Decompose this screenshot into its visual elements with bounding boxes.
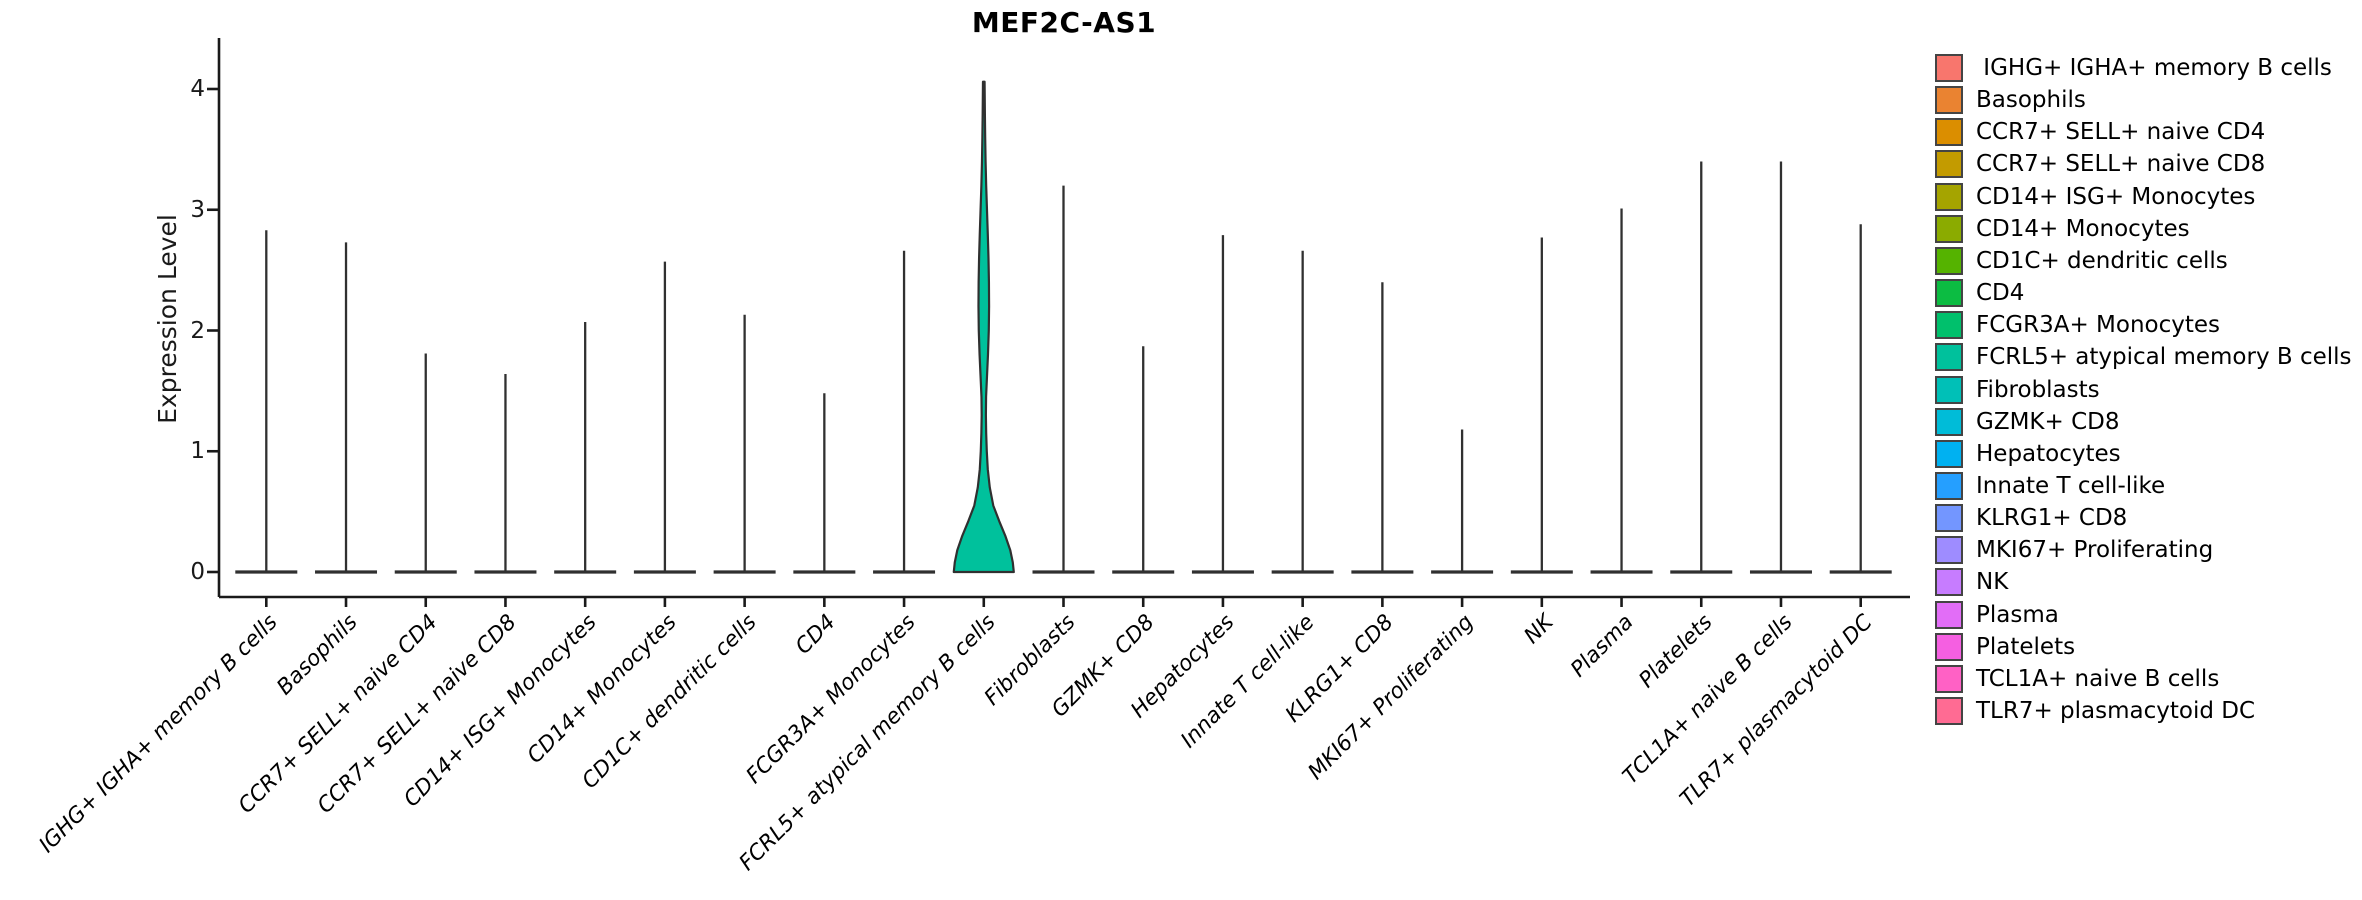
legend-swatch — [1935, 118, 1963, 147]
legend-swatch — [1935, 311, 1963, 340]
legend-label: Plasma — [1976, 601, 2059, 628]
legend-swatch — [1935, 536, 1963, 565]
legend-label: GZMK+ CD8 — [1976, 408, 2120, 435]
legend-swatch — [1935, 150, 1963, 179]
legend-swatch — [1935, 182, 1963, 211]
legend-label: FCGR3A+ Monocytes — [1976, 312, 2221, 339]
legend-swatch — [1935, 343, 1963, 372]
legend-swatch — [1935, 279, 1963, 308]
y-tick-label: 1 — [190, 438, 205, 465]
legend-label: MKI67+ Proliferating — [1976, 537, 2214, 564]
legend-label: Platelets — [1976, 633, 2076, 660]
legend-label: Basophils — [1976, 87, 2086, 114]
legend-label: Hepatocytes — [1976, 440, 2121, 467]
legend-label: Innate T cell-like — [1976, 472, 2166, 499]
legend-swatch — [1935, 664, 1963, 693]
legend-swatch — [1935, 504, 1963, 533]
legend-label: CCR7+ SELL+ naive CD4 — [1976, 119, 2266, 146]
legend-swatch — [1935, 214, 1963, 243]
legend-swatch — [1935, 54, 1963, 82]
legend-label: FCRL5+ atypical memory B cells — [1976, 344, 2352, 371]
legend-label: CD14+ ISG+ Monocytes — [1976, 183, 2256, 210]
legend-swatch — [1935, 632, 1963, 661]
legend-swatch — [1935, 600, 1963, 629]
legend-swatch — [1935, 246, 1963, 275]
y-tick-label: 0 — [190, 559, 205, 585]
legend-label: CD1C+ dendritic cells — [1976, 247, 2228, 274]
y-tick-label: 2 — [190, 317, 205, 344]
legend-label: TLR7+ plasmacytoid DC — [1976, 698, 2256, 724]
legend-swatch — [1935, 568, 1963, 597]
legend-swatch — [1935, 407, 1963, 436]
legend-label: CD14+ Monocytes — [1976, 215, 2190, 242]
legend-swatch — [1935, 439, 1963, 468]
legend-swatch — [1935, 471, 1963, 500]
legend-swatch — [1935, 86, 1963, 115]
violin-highlight — [952, 80, 1015, 574]
legend-label: CCR7+ SELL+ naive CD8 — [1976, 151, 2266, 178]
legend-swatch — [1935, 697, 1963, 725]
plot-title: MEF2C-AS1 — [971, 6, 1157, 39]
y-tick-label: 3 — [190, 196, 205, 223]
legend-swatch — [1935, 375, 1963, 404]
legend-label: NK — [1976, 569, 2009, 596]
legend-label: TCL1A+ naive B cells — [1976, 665, 2220, 692]
legend-label: Fibroblasts — [1976, 376, 2100, 403]
y-tick-label: 4 — [190, 76, 205, 102]
legend-label: KLRG1+ CD8 — [1976, 505, 2128, 532]
legend-label: CD4 — [1976, 280, 2025, 307]
legend-label: IGHG+ IGHA+ memory B cells — [1976, 55, 2332, 81]
